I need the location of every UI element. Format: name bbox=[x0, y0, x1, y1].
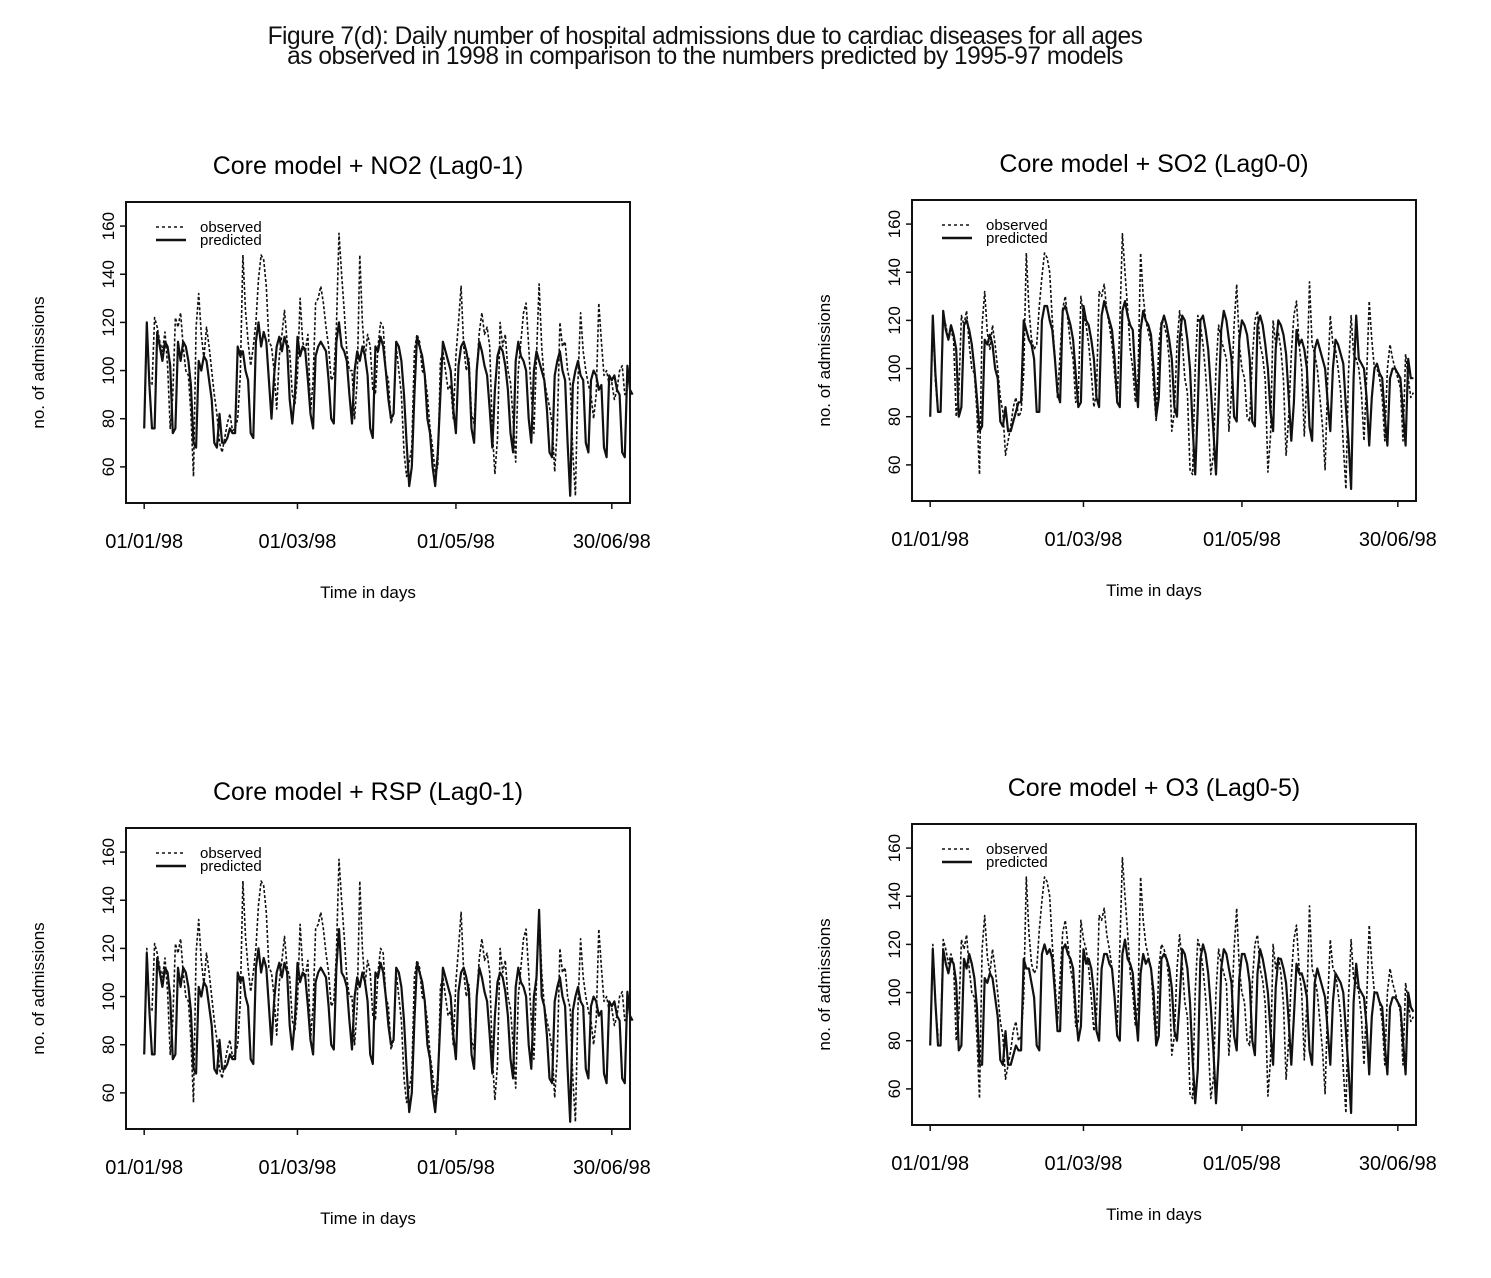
x-axis-label: Time in days bbox=[1106, 581, 1202, 600]
x-tick-label: 30/06/98 bbox=[1359, 529, 1437, 551]
chart-title: Core model + NO2 (Lag0-1) bbox=[213, 152, 524, 180]
x-tick-label: 01/05/98 bbox=[1203, 1153, 1281, 1175]
y-tick-label: 100 bbox=[99, 982, 118, 1010]
x-axis-label: Time in days bbox=[1106, 1205, 1202, 1224]
x-tick-label: 01/05/98 bbox=[1203, 529, 1281, 551]
legend-label-predicted: predicted bbox=[200, 232, 262, 249]
x-tick-label: 01/03/98 bbox=[259, 1157, 337, 1179]
x-tick-label: 01/03/98 bbox=[1045, 529, 1123, 551]
y-tick-label: 140 bbox=[99, 260, 118, 288]
series-line-predicted bbox=[143, 321, 634, 497]
legend-label-predicted: predicted bbox=[200, 858, 262, 875]
y-tick-label: 120 bbox=[99, 308, 118, 336]
legend-label-predicted: predicted bbox=[986, 230, 1048, 247]
y-tick-label: 160 bbox=[885, 210, 904, 238]
panel-no2: Core model + NO2 (Lag0-1) 60 80 100 120 140 16… bbox=[20, 140, 760, 640]
y-tick-label: 80 bbox=[885, 407, 904, 426]
y-tick-label: 80 bbox=[885, 1031, 904, 1050]
y-tick-label: 100 bbox=[885, 978, 904, 1006]
x-tick-label: 30/06/98 bbox=[573, 531, 651, 553]
figure-title-line-1: Figure 7(d): Daily number of hospital ad… bbox=[267, 22, 1143, 50]
y-tick-label: 80 bbox=[99, 1035, 118, 1054]
y-tick-label: 60 bbox=[885, 1079, 904, 1098]
chart-svg: Core model + NO2 (Lag0-1) 60 80 100 120 140 16… bbox=[29, 152, 651, 602]
x-tick-label: 30/06/98 bbox=[573, 1157, 651, 1179]
y-tick-label: 160 bbox=[885, 834, 904, 862]
plot-frame bbox=[911, 823, 1417, 1126]
chart-title: Core model + O3 (Lag0-5) bbox=[1008, 774, 1301, 802]
series-line-predicted bbox=[143, 908, 634, 1123]
legend-label-observed: observed bbox=[200, 845, 262, 862]
y-tick-label: 140 bbox=[885, 258, 904, 286]
x-tick-label: 01/01/98 bbox=[105, 531, 183, 553]
y-axis-label: no. of admissions bbox=[29, 922, 48, 1054]
y-tick-label: 140 bbox=[99, 886, 118, 914]
chart-title: Core model + SO2 (Lag0-0) bbox=[999, 150, 1308, 178]
chart-svg: Core model + SO2 (Lag0-0) 60 80 100 120 140 16… bbox=[815, 150, 1437, 600]
series-line-observed bbox=[929, 856, 1415, 1114]
legend-label-observed: observed bbox=[986, 217, 1048, 234]
series-line-predicted bbox=[929, 938, 1415, 1115]
legend-label-observed: observed bbox=[986, 841, 1048, 858]
series-line-observed bbox=[929, 232, 1415, 490]
chart-svg: Core model + RSP (Lag0-1) 60 80 100 120 140 16… bbox=[29, 778, 651, 1228]
x-tick-label: 01/01/98 bbox=[891, 529, 969, 551]
x-axis-label: Time in days bbox=[320, 583, 416, 602]
x-axis-label: Time in days bbox=[320, 1209, 416, 1228]
x-tick-label: 01/01/98 bbox=[891, 1153, 969, 1175]
y-axis-label: no. of admissions bbox=[815, 918, 834, 1050]
y-tick-label: 100 bbox=[885, 354, 904, 382]
y-tick-label: 60 bbox=[99, 1083, 118, 1102]
y-tick-label: 160 bbox=[99, 212, 118, 240]
panel-o3: Core model + O3 (Lag0-5) 60 80 100 120 140 160… bbox=[806, 762, 1491, 1262]
x-tick-label: 01/03/98 bbox=[259, 531, 337, 553]
series-line-observed bbox=[143, 858, 629, 1123]
series-line-predicted bbox=[929, 300, 1414, 491]
x-tick-label: 30/06/98 bbox=[1359, 1153, 1437, 1175]
plot-frame bbox=[125, 201, 631, 504]
chart-title: Core model + RSP (Lag0-1) bbox=[213, 778, 523, 806]
plot-frame bbox=[911, 199, 1417, 502]
x-tick-label: 01/05/98 bbox=[417, 531, 495, 553]
legend-label-observed: observed bbox=[200, 219, 262, 236]
y-tick-label: 140 bbox=[885, 882, 904, 910]
chart-svg: Core model + O3 (Lag0-5) 60 80 100 120 140 160… bbox=[815, 774, 1437, 1224]
y-axis-label: no. of admissions bbox=[29, 296, 48, 428]
series-line-observed bbox=[143, 232, 629, 497]
legend-label-predicted: predicted bbox=[986, 854, 1048, 871]
y-tick-label: 60 bbox=[885, 455, 904, 474]
x-tick-label: 01/03/98 bbox=[1045, 1153, 1123, 1175]
y-tick-label: 100 bbox=[99, 356, 118, 384]
y-tick-label: 60 bbox=[99, 457, 118, 476]
x-tick-label: 01/05/98 bbox=[417, 1157, 495, 1179]
y-tick-label: 120 bbox=[885, 306, 904, 334]
y-tick-label: 120 bbox=[885, 930, 904, 958]
y-tick-label: 120 bbox=[99, 934, 118, 962]
y-axis-label: no. of admissions bbox=[815, 294, 834, 426]
y-tick-label: 160 bbox=[99, 838, 118, 866]
plot-frame bbox=[125, 827, 631, 1130]
figure-title-line-2: as observed in 1998 in comparison to the… bbox=[287, 42, 1123, 70]
panel-so2: Core model + SO2 (Lag0-0) 60 80 100 120 140 16… bbox=[806, 138, 1491, 638]
panel-rsp: Core model + RSP (Lag0-1) 60 80 100 120 140 16… bbox=[20, 766, 760, 1266]
x-tick-label: 01/01/98 bbox=[105, 1157, 183, 1179]
y-tick-label: 80 bbox=[99, 409, 118, 428]
